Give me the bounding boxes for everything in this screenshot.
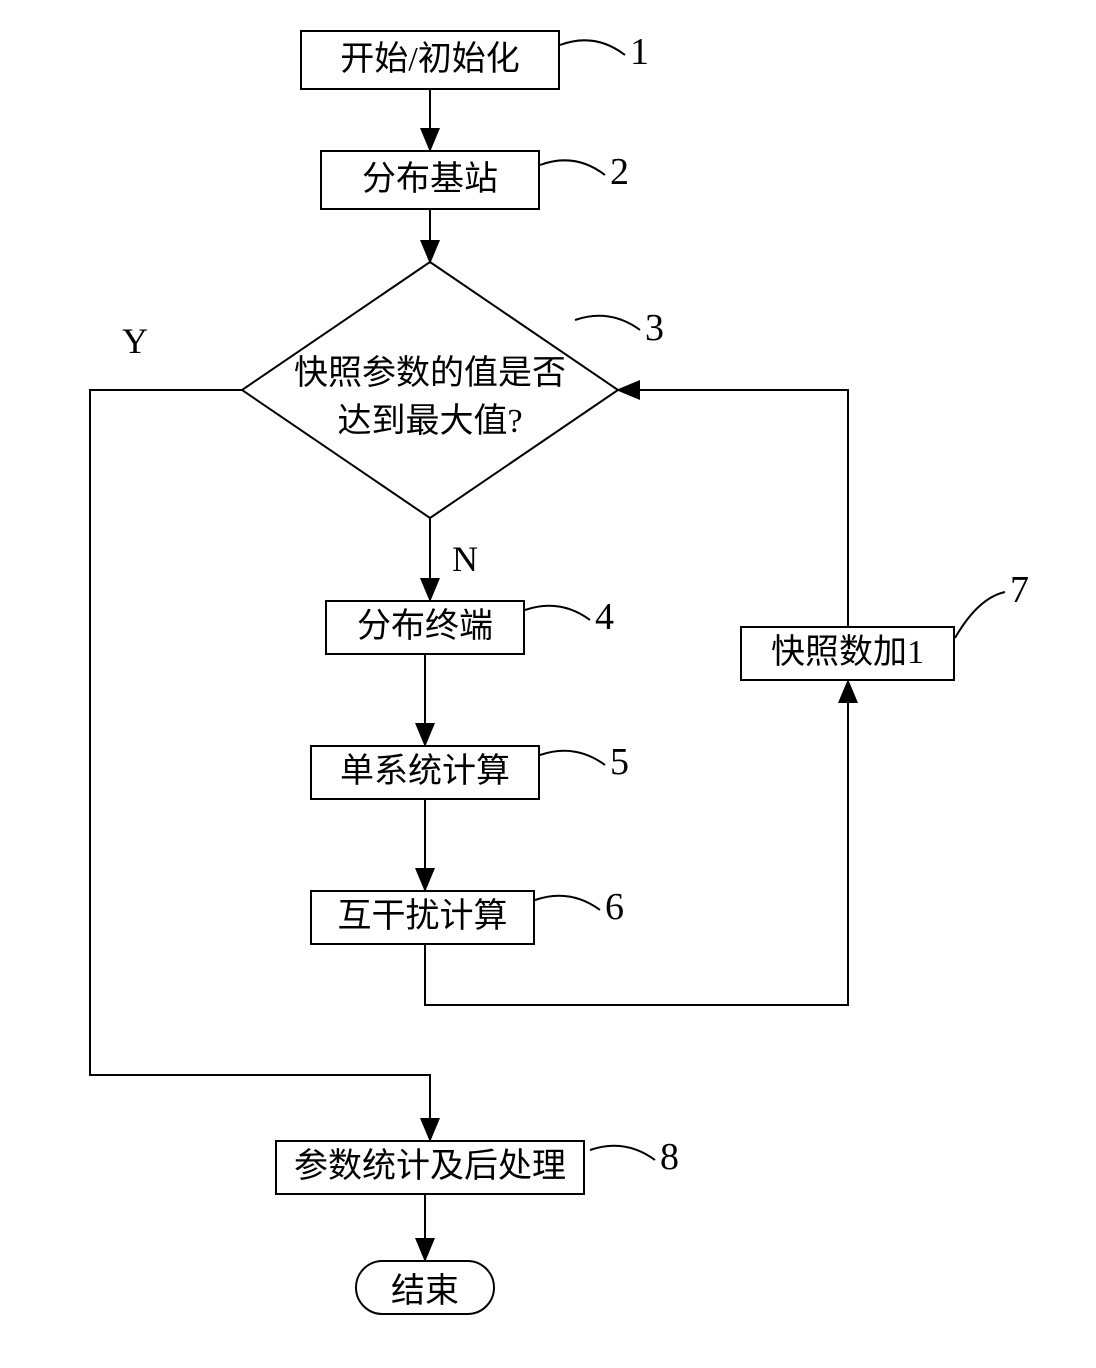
node-number-7: 7 (1010, 568, 1029, 612)
flowchart-container: 开始/初始化 1 分布基站 2 快照参数的值是否 达到最大值? 3 Y N 分布… (0, 0, 1096, 1368)
process-snapshot-increment: 快照数加1 (740, 626, 955, 681)
branch-no: N (452, 538, 478, 580)
decision-snapshot-max: 快照参数的值是否 达到最大值? (270, 350, 590, 445)
decision-line1: 快照参数的值是否 (294, 355, 566, 392)
process-distribute-base: 分布基站 (320, 150, 540, 210)
node-label: 单系统计算 (340, 750, 510, 794)
decision-line2: 达到最大值? (337, 403, 522, 440)
node-label: 互干扰计算 (338, 895, 508, 939)
branch-yes: Y (122, 320, 148, 362)
terminal-end: 结束 (355, 1260, 495, 1315)
node-label: 分布终端 (357, 605, 493, 649)
node-label: 快照数加1 (771, 631, 924, 675)
node-number-5: 5 (610, 740, 629, 784)
node-number-2: 2 (610, 150, 629, 194)
process-distribute-terminal: 分布终端 (325, 600, 525, 655)
node-number-3: 3 (645, 306, 664, 350)
process-interference-calc: 互干扰计算 (310, 890, 535, 945)
node-number-1: 1 (630, 30, 649, 74)
node-number-8: 8 (660, 1135, 679, 1179)
node-label: 分布基站 (362, 158, 498, 202)
node-number-4: 4 (595, 595, 614, 639)
node-label: 结束 (391, 1263, 459, 1312)
node-number-6: 6 (605, 885, 624, 929)
process-single-system-calc: 单系统计算 (310, 745, 540, 800)
process-stats-postprocess: 参数统计及后处理 (275, 1140, 585, 1195)
node-label: 参数统计及后处理 (294, 1145, 566, 1189)
node-label: 开始/初始化 (340, 38, 519, 82)
process-start-init: 开始/初始化 (300, 30, 560, 90)
